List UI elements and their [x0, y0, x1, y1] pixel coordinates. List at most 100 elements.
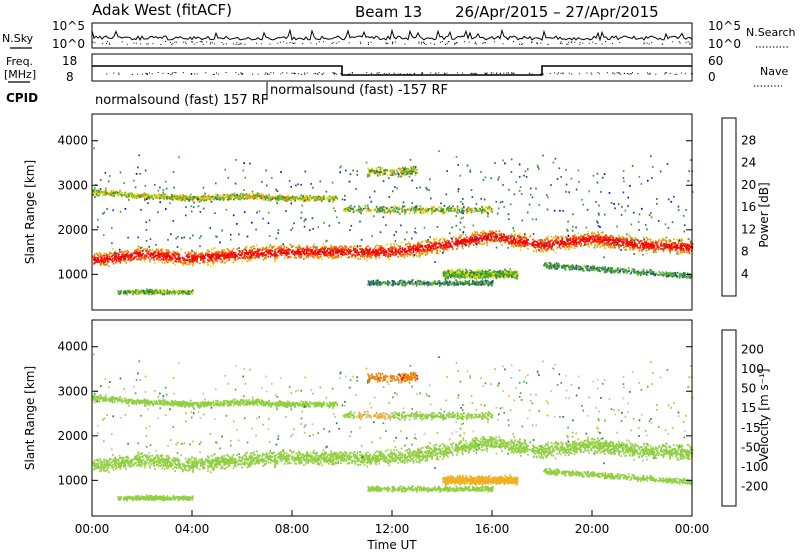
- power-cell: [374, 245, 377, 248]
- power-cell: [259, 194, 261, 197]
- power-cell: [573, 244, 576, 246]
- power-cell: [101, 191, 104, 194]
- power-cell: [417, 242, 419, 245]
- nsearch-dot: [592, 41, 594, 43]
- power-cell: [364, 253, 366, 256]
- power-cell: [559, 243, 562, 246]
- power-cell: [586, 240, 588, 243]
- power-cell: [263, 248, 265, 250]
- power-cell: [187, 196, 189, 199]
- power-cell: [652, 245, 655, 247]
- power-cell: [353, 210, 356, 212]
- power-cell: [335, 246, 337, 248]
- power-cell: [318, 198, 321, 201]
- power-cell: [668, 240, 670, 243]
- power-cell: [439, 250, 441, 252]
- power-cell: [257, 194, 259, 197]
- power-cell: [452, 248, 454, 250]
- nave-dot: [472, 73, 474, 75]
- power-cell: [419, 246, 422, 248]
- power-cell: [258, 254, 260, 257]
- power-cell: [187, 263, 189, 266]
- power-cell: [357, 208, 360, 211]
- nave-dot: [399, 73, 401, 75]
- power-cell: [384, 212, 387, 215]
- power-cell: [253, 197, 256, 200]
- power-cell: [111, 195, 114, 198]
- nave-dot: [366, 72, 368, 74]
- power-cell: [638, 242, 640, 244]
- power-cell: [174, 255, 176, 258]
- power-cell: [452, 210, 454, 212]
- power-cell: [464, 234, 467, 236]
- power-cell: [530, 243, 533, 246]
- power-cell: [386, 207, 388, 210]
- power-cell: [343, 248, 346, 251]
- power-cell: [641, 249, 643, 252]
- power-cell: [287, 256, 290, 258]
- power-cell: [454, 208, 456, 210]
- nave-dot: [655, 73, 657, 75]
- power-cell: [560, 235, 563, 238]
- power-cell: [412, 251, 415, 254]
- power-cell: [365, 207, 367, 210]
- nave-dot: [484, 72, 486, 74]
- power-cell: [321, 196, 323, 199]
- power-cell: [201, 198, 204, 201]
- power-cell: [628, 243, 630, 246]
- power-cell: [576, 245, 578, 248]
- power-cell: [123, 258, 125, 260]
- power-cell: [213, 261, 215, 264]
- power-cell: [609, 245, 611, 247]
- nsearch-dot: [391, 43, 393, 45]
- nsearch-dot: [191, 41, 193, 43]
- power-cell: [644, 241, 646, 244]
- power-cell: [563, 245, 565, 248]
- nsearch-dot: [199, 41, 201, 43]
- power-cell: [648, 245, 650, 247]
- power-cell: [562, 245, 564, 248]
- power-cell: [213, 247, 215, 250]
- power-cell: [543, 241, 545, 244]
- power-cell: [144, 260, 146, 263]
- power-cell: [472, 235, 475, 238]
- power-cell: [171, 258, 173, 261]
- power-cell: [546, 242, 548, 245]
- power-cell: [316, 245, 318, 248]
- power-cell: [318, 249, 320, 251]
- power-cell: [690, 244, 693, 247]
- power-cell: [346, 208, 348, 210]
- power-cell: [418, 249, 421, 252]
- power-cell: [214, 247, 216, 249]
- power-cell: [127, 256, 130, 259]
- power-cell: [679, 244, 682, 247]
- power-cell: [453, 208, 455, 211]
- power-cell: [372, 252, 374, 254]
- power-cell: [200, 255, 202, 258]
- power-cell: [258, 255, 260, 258]
- power-cell: [569, 245, 572, 248]
- power-cell: [299, 246, 301, 249]
- power-cell: [122, 252, 125, 254]
- power-cell: [458, 236, 461, 239]
- power-cell: [656, 241, 659, 244]
- power-cell: [606, 242, 609, 244]
- power-cell: [434, 210, 436, 212]
- power-cell: [174, 251, 177, 254]
- power-cell: [485, 234, 488, 237]
- power-cell: [260, 252, 263, 254]
- power-cell: [658, 238, 661, 241]
- nsearch-dot: [256, 42, 258, 44]
- power-cell: [229, 196, 232, 198]
- power-cell: [133, 194, 135, 197]
- power-cell: [196, 261, 199, 264]
- power-cell: [453, 277, 456, 279]
- power-cell: [289, 243, 291, 246]
- power-cell: [118, 260, 120, 263]
- power-cell: [622, 244, 625, 246]
- power-cell: [130, 255, 133, 258]
- power-cell: [598, 238, 600, 241]
- power-cell: [255, 250, 258, 253]
- power-cell: [263, 251, 266, 254]
- power-cell: [436, 208, 439, 211]
